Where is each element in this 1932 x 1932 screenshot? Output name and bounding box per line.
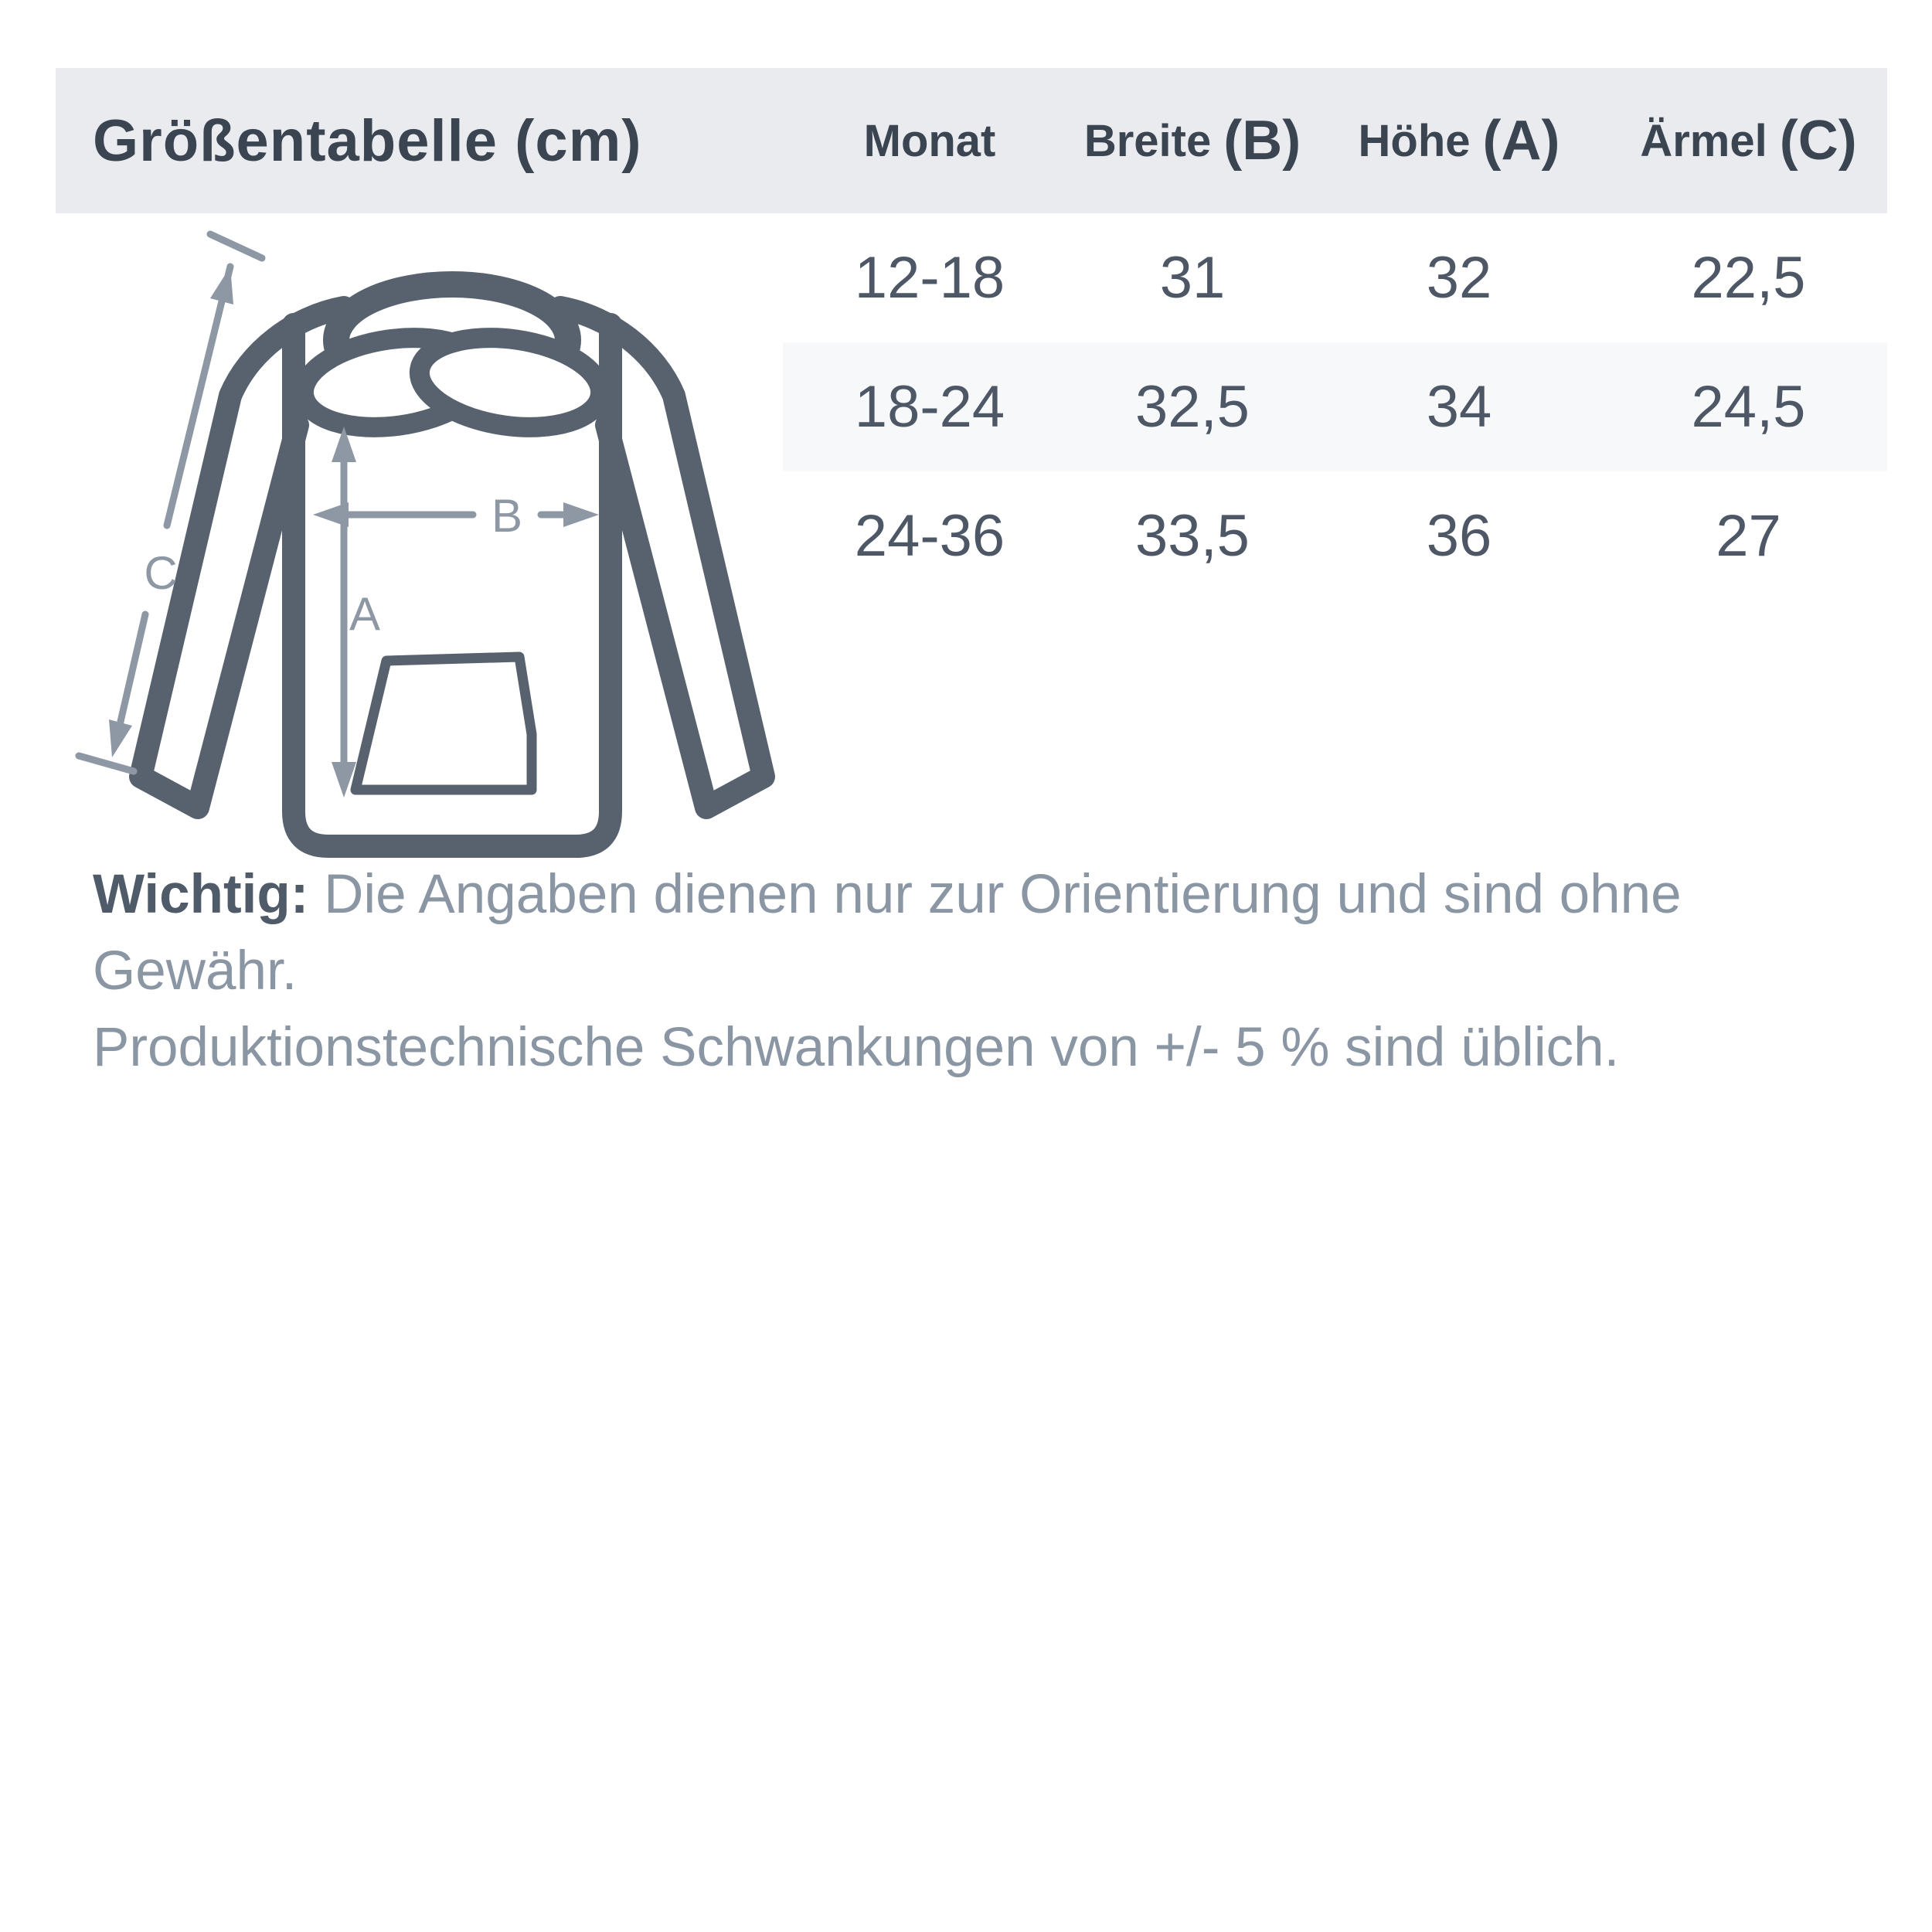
cell-aermel: 27 <box>1716 503 1781 569</box>
arrowhead-c-top <box>210 267 233 304</box>
column-header-measure: (C) <box>1779 110 1857 172</box>
table-row: 18-24 32,5 34 24,5 <box>783 342 1887 471</box>
page-title: Größentabelle (cm) <box>93 107 642 174</box>
table-row: 24-36 33,5 36 27 <box>783 471 1887 600</box>
dimension-labels: A B C <box>144 490 522 640</box>
column-header-monat: Monat <box>783 68 1077 213</box>
hoodie-measurement-diagram: A B C <box>75 230 775 858</box>
cell-hoehe: 36 <box>1426 503 1492 569</box>
arrowhead-c-bottom <box>109 719 132 757</box>
arrowhead-b-left <box>313 502 349 527</box>
table-header-bar: Größentabelle (cm) Monat Breite (B) Höhe… <box>56 68 1887 213</box>
hoodie-left-sleeve <box>129 296 355 819</box>
dimension-arrowheads <box>109 267 599 798</box>
arrowhead-a-bottom <box>332 762 356 798</box>
cell-monat: 12-18 <box>854 245 1005 311</box>
cell-breite: 31 <box>1159 245 1226 311</box>
disclaimer-text-1: Die Angaben dienen nur zur Orientierung … <box>93 864 1682 1002</box>
dimension-label-c: C <box>144 547 177 599</box>
dimension-label-b: B <box>492 490 522 542</box>
table-column-headers: Monat Breite (B) Höhe (A) Ärmel (C) <box>783 68 1887 213</box>
column-header-breite: Breite (B) <box>1077 68 1308 213</box>
cell-breite: 33,5 <box>1135 503 1250 569</box>
column-header-hoehe: Höhe (A) <box>1308 68 1610 213</box>
cell-monat: 24-36 <box>854 503 1005 569</box>
column-header-aermel: Ärmel (C) <box>1610 68 1887 213</box>
cell-hoehe: 32 <box>1426 245 1492 311</box>
column-header-label: Monat <box>863 115 996 166</box>
column-header-label: Ärmel <box>1640 115 1767 166</box>
hoodie-right-sleeve <box>549 296 775 819</box>
arrowhead-a-top <box>332 427 356 462</box>
column-header-label: Breite <box>1083 115 1212 166</box>
column-header-label: Höhe <box>1358 115 1471 166</box>
cell-hoehe: 34 <box>1426 374 1492 440</box>
column-header-measure: (A) <box>1482 110 1560 172</box>
disclaimer-lead: Wichtig: <box>93 864 309 925</box>
table-row: 12-18 31 32 22,5 <box>783 213 1887 342</box>
dimension-c-line-upper <box>163 263 234 529</box>
cell-aermel: 22,5 <box>1691 245 1806 311</box>
size-table-body: 12-18 31 32 22,5 18-24 32,5 34 24,5 24-3… <box>783 213 1887 600</box>
hoodie-hood <box>293 271 611 437</box>
cell-aermel: 24,5 <box>1691 374 1806 440</box>
hoodie-outline-icon <box>129 296 775 858</box>
hood-collar-right-lobe <box>409 328 611 437</box>
dimension-c-tick-bottom <box>75 752 138 775</box>
disclaimer-line-1: Wichtig: Die Angaben dienen nur zur Orie… <box>93 856 1870 1009</box>
disclaimer-note: Wichtig: Die Angaben dienen nur zur Orie… <box>93 856 1870 1086</box>
arrowhead-b-right <box>563 502 599 527</box>
hoodie-pocket <box>350 651 537 795</box>
dimension-c-tick-top <box>206 230 266 262</box>
cell-breite: 32,5 <box>1135 374 1250 440</box>
column-header-measure: (B) <box>1223 110 1301 172</box>
cell-monat: 18-24 <box>854 374 1005 440</box>
dimension-c-line-lower <box>116 611 149 729</box>
disclaimer-line-2: Produktionstechnische Schwankungen von +… <box>93 1017 1620 1078</box>
hoodie-body <box>282 313 622 858</box>
dimension-label-a: A <box>349 588 380 640</box>
